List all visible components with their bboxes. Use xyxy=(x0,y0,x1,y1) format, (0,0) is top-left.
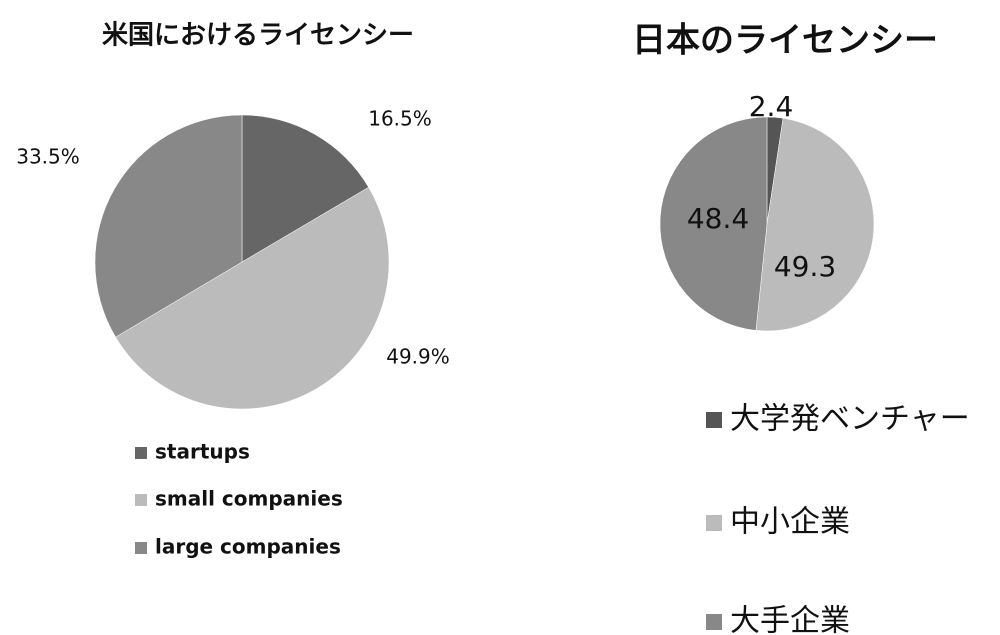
legend-label: small companies xyxy=(155,487,343,511)
pie-slice xyxy=(659,116,768,331)
legend-swatch xyxy=(135,494,147,506)
data-label: 48.4 xyxy=(687,202,749,235)
data-label: 33.5% xyxy=(16,145,80,169)
legend-label: 大手企業 xyxy=(730,604,850,635)
data-label: 16.5% xyxy=(368,107,432,131)
legend-label: large companies xyxy=(155,535,341,559)
chart-title: 米国におけるライセンシー xyxy=(102,21,414,51)
legend-swatch xyxy=(706,412,722,428)
legend-swatch xyxy=(706,614,722,630)
legend-swatch xyxy=(135,542,147,554)
pie-slice xyxy=(94,114,243,338)
pie-slice xyxy=(115,186,390,410)
pie-slice xyxy=(755,117,875,332)
pie-slice xyxy=(241,114,369,263)
data-label: 49.9% xyxy=(386,345,450,369)
legend-swatch xyxy=(706,515,722,531)
legend-label: 中小企業 xyxy=(730,505,850,540)
legend-swatch xyxy=(135,447,147,459)
legend-label: 大学発ベンチャー xyxy=(730,402,970,437)
chart-title: 日本のライセンシー xyxy=(632,21,938,61)
legend-label: startups xyxy=(155,440,250,464)
data-label: 49.3 xyxy=(774,250,836,283)
